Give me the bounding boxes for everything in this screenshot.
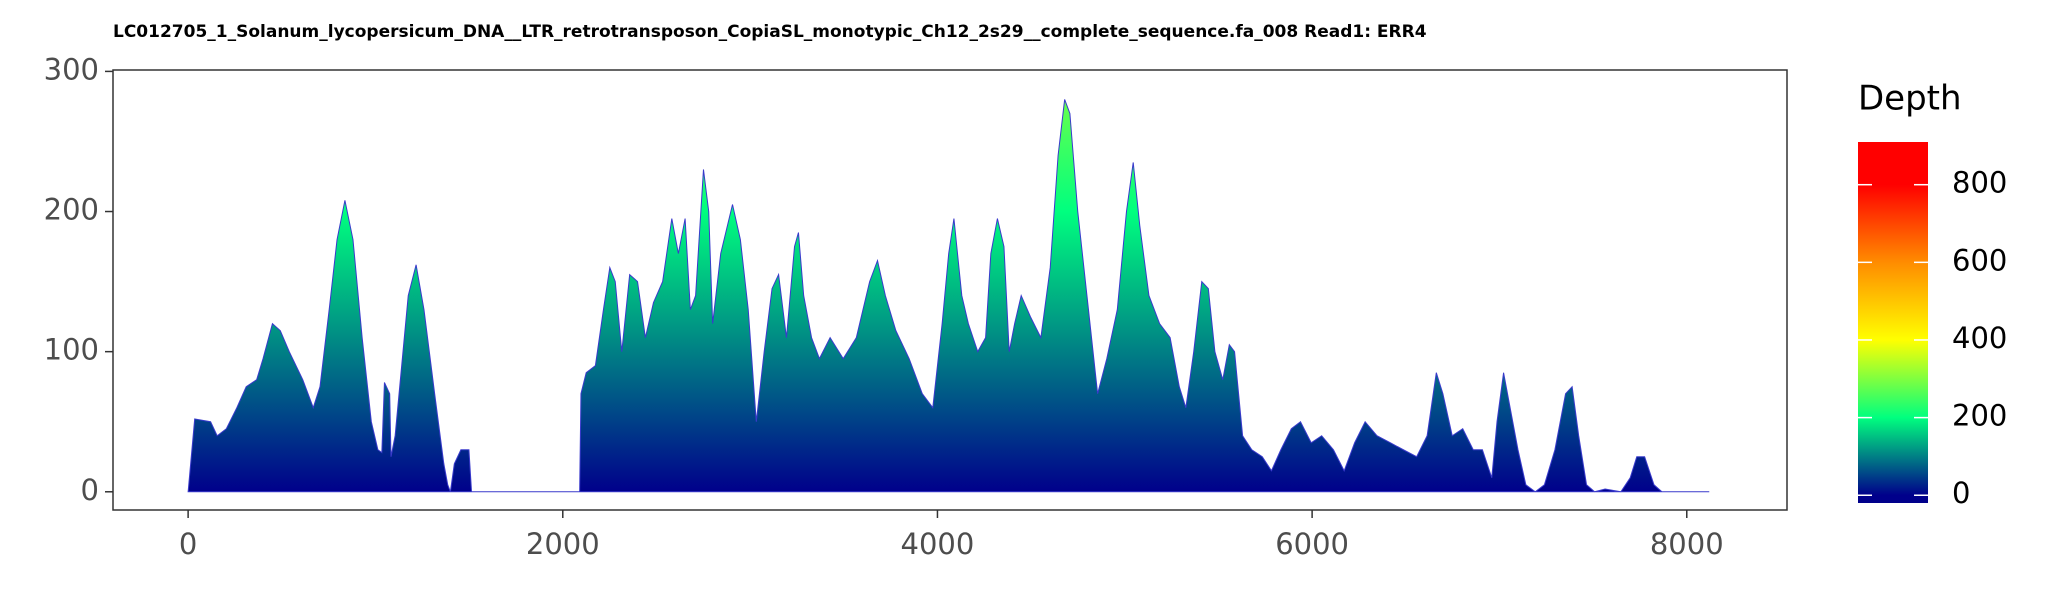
chart-title: LC012705_1_Solanum_lycopersicum_DNA__LTR… bbox=[113, 22, 1427, 42]
colorbar bbox=[1858, 142, 1928, 503]
x-tick-label: 2000 bbox=[526, 527, 600, 561]
x-tick-label: 8000 bbox=[1650, 527, 1724, 561]
colorbar-tick-label: 800 bbox=[1952, 166, 2007, 200]
colorbar-tick-label: 400 bbox=[1952, 321, 2007, 355]
x-tick-label: 4000 bbox=[901, 527, 975, 561]
legend-title: Depth bbox=[1858, 79, 1962, 119]
colorbar-tick-label: 200 bbox=[1952, 399, 2007, 433]
colorbar-tick-label: 0 bbox=[1952, 476, 1970, 510]
colorbar-tick-label: 600 bbox=[1952, 243, 2007, 277]
y-tick-label: 0 bbox=[81, 473, 99, 507]
x-tick-label: 6000 bbox=[1275, 527, 1349, 561]
y-tick-label: 200 bbox=[44, 193, 99, 227]
x-tick-label: 0 bbox=[179, 527, 197, 561]
panel-border bbox=[112, 69, 1788, 511]
depth-area bbox=[187, 99, 1710, 493]
y-tick-label: 100 bbox=[44, 333, 99, 367]
y-tick-label: 300 bbox=[44, 52, 99, 86]
